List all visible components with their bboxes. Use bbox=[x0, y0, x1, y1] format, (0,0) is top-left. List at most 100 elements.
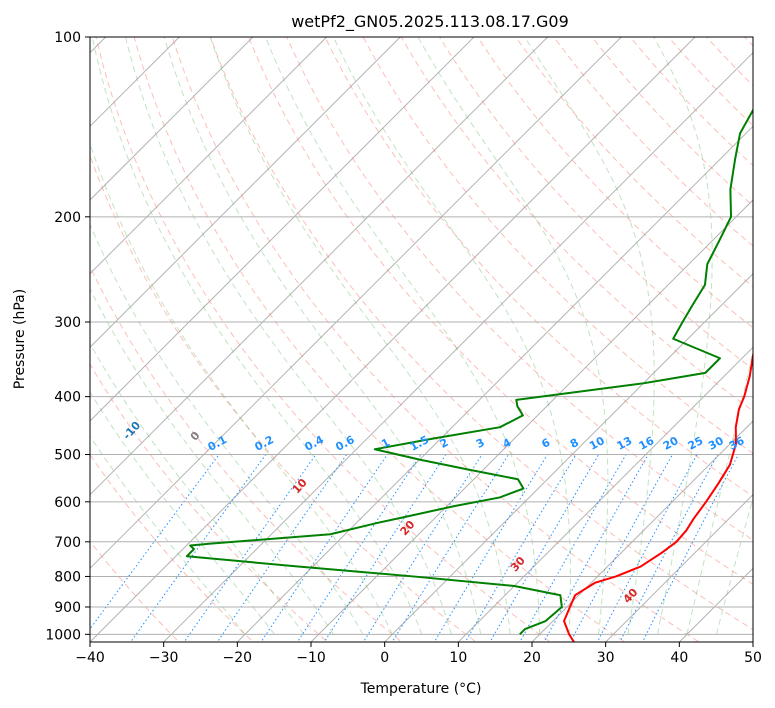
mixing-ratio-line bbox=[642, 454, 739, 642]
dry-adiabat-line bbox=[629, 37, 753, 167]
moist-adiabat-line bbox=[90, 142, 393, 635]
mixing-ratio-line bbox=[183, 454, 317, 642]
dry-adiabat-line bbox=[744, 37, 753, 47]
mixing-ratio-label: 20 bbox=[661, 434, 681, 453]
moist-adiabat-line bbox=[686, 348, 753, 635]
dry-adiabat-label: -10 bbox=[120, 419, 143, 443]
mixing-ratio-line bbox=[362, 454, 483, 642]
mixing-ratio-label: 16 bbox=[637, 434, 657, 453]
dry-adiabat-line bbox=[90, 265, 403, 642]
dry-adiabat-label: 40 bbox=[621, 586, 641, 606]
mixing-ratio-line bbox=[391, 454, 510, 642]
y-tick-label: 200 bbox=[54, 210, 81, 226]
mixing-ratio-label: 0.6 bbox=[333, 433, 357, 454]
dry-adiabat-line bbox=[286, 37, 753, 541]
mixing-ratio-label: 4 bbox=[501, 436, 514, 451]
isotherm-line bbox=[457, 346, 753, 642]
isotherm-line bbox=[604, 493, 753, 642]
x-tick-label: 10 bbox=[449, 650, 467, 666]
moist-adiabat-line bbox=[332, 37, 571, 635]
line-labels: 0.1 0.2 0.4 0.6 1 1.5 2 3 4 6 8 10 13 16 20 25 30 36-10 01… bbox=[120, 419, 747, 606]
x-tick-label: 50 bbox=[744, 650, 762, 666]
isotherm-line bbox=[90, 37, 475, 422]
mixing-ratio-line bbox=[619, 454, 719, 642]
mixing-ratio-label: 0.1 bbox=[206, 433, 229, 454]
mixing-ratio-line bbox=[323, 454, 447, 642]
mixing-ratio-line bbox=[433, 454, 548, 642]
dry-adiabat-line bbox=[362, 37, 753, 454]
mixing-ratio-label: 10 bbox=[587, 434, 607, 453]
isotherm-line bbox=[383, 272, 753, 642]
dry-adiabat-line bbox=[90, 363, 329, 642]
mixing-ratio-label: 0.2 bbox=[253, 433, 276, 454]
moist-adiabat-line bbox=[125, 37, 452, 635]
mixing-ratio-line bbox=[90, 454, 220, 630]
moist-adiabat-line bbox=[90, 391, 275, 635]
dry-adiabat-line bbox=[324, 37, 753, 498]
mixing-ratio-label: 2 bbox=[438, 436, 451, 451]
dry-adiabat-line bbox=[95, 37, 552, 642]
isotherm-line bbox=[90, 37, 401, 349]
plot-frame bbox=[89, 36, 754, 643]
y-tick-label: 800 bbox=[54, 569, 81, 585]
moist-adiabat-line bbox=[715, 496, 753, 635]
mixing-ratio-label: 3 bbox=[474, 436, 487, 451]
moist-adiabat-line bbox=[90, 435, 246, 635]
moist-adiabat-line bbox=[209, 37, 511, 635]
mixing-ratio-label: 25 bbox=[686, 434, 706, 453]
dry-adiabat-line bbox=[90, 453, 254, 642]
y-tick-label: 600 bbox=[54, 495, 81, 511]
mixing-ratio-label: 1.5 bbox=[408, 433, 431, 454]
dry-adiabat-line bbox=[171, 37, 700, 642]
mixing-ratio-label: 13 bbox=[615, 434, 635, 453]
x-ticks: −40 −30 −20 −10 0 10 20 30 40 50 bbox=[75, 642, 762, 666]
mixing-ratio-line bbox=[519, 454, 627, 642]
x-tick-label: 30 bbox=[597, 650, 615, 666]
profiles bbox=[185, 108, 753, 642]
background-lines bbox=[90, 37, 753, 642]
y-ticks: 100 200 300 400 500 600 700 800 900 1000 bbox=[45, 30, 90, 643]
mixing-ratio-line bbox=[260, 454, 388, 642]
x-tick-label: 0 bbox=[380, 650, 389, 666]
mixing-ratio-line bbox=[569, 454, 673, 642]
moist-adiabat-line bbox=[653, 37, 713, 635]
isotherm-line bbox=[162, 51, 753, 642]
dry-adiabat-line bbox=[400, 37, 753, 412]
moist-adiabat-line bbox=[90, 342, 305, 635]
moist-adiabat-line bbox=[524, 37, 655, 635]
dry-adiabat-line bbox=[591, 37, 753, 207]
isotherm-line bbox=[236, 125, 753, 642]
mixing-ratio-line bbox=[464, 454, 577, 642]
y-tick-label: 400 bbox=[54, 390, 81, 406]
chart-title: wetPf2_GN05.2025.113.08.17.G09 bbox=[291, 12, 569, 32]
mixing-ratio-line bbox=[596, 454, 698, 642]
x-tick-label: −30 bbox=[149, 650, 179, 666]
x-tick-label: 20 bbox=[523, 650, 541, 666]
moist-adiabat-line bbox=[265, 37, 541, 635]
moist-adiabat-line bbox=[417, 37, 609, 635]
dry-adiabat-line bbox=[439, 37, 753, 370]
dewpoint-line bbox=[185, 108, 753, 636]
mixing-ratio-line bbox=[129, 454, 267, 642]
y-tick-label: 300 bbox=[54, 315, 81, 331]
isotherm-line bbox=[90, 37, 328, 275]
y-axis-label: Pressure (hPa) bbox=[12, 289, 28, 389]
x-tick-label: −20 bbox=[223, 650, 253, 666]
isotherm-line bbox=[90, 37, 254, 201]
x-tick-label: 40 bbox=[670, 650, 688, 666]
y-tick-label: 1000 bbox=[45, 627, 81, 643]
isotherm-line bbox=[752, 641, 753, 642]
y-tick-label: 700 bbox=[54, 535, 81, 551]
mixing-ratio-label: 0.4 bbox=[303, 433, 327, 454]
pressure-grid bbox=[90, 37, 753, 635]
mixing-ratio-line bbox=[543, 454, 649, 642]
dry-adiabat-line bbox=[515, 37, 753, 288]
moist-adiabat-line bbox=[90, 287, 334, 635]
isotherm-line bbox=[90, 37, 549, 496]
x-tick-label: −10 bbox=[296, 650, 326, 666]
mixing-ratio-label: 30 bbox=[706, 434, 726, 453]
dry-adiabat-line bbox=[90, 153, 477, 642]
mixing-ratio-label: 8 bbox=[568, 436, 581, 451]
x-axis-label: Temperature (°C) bbox=[360, 681, 482, 697]
